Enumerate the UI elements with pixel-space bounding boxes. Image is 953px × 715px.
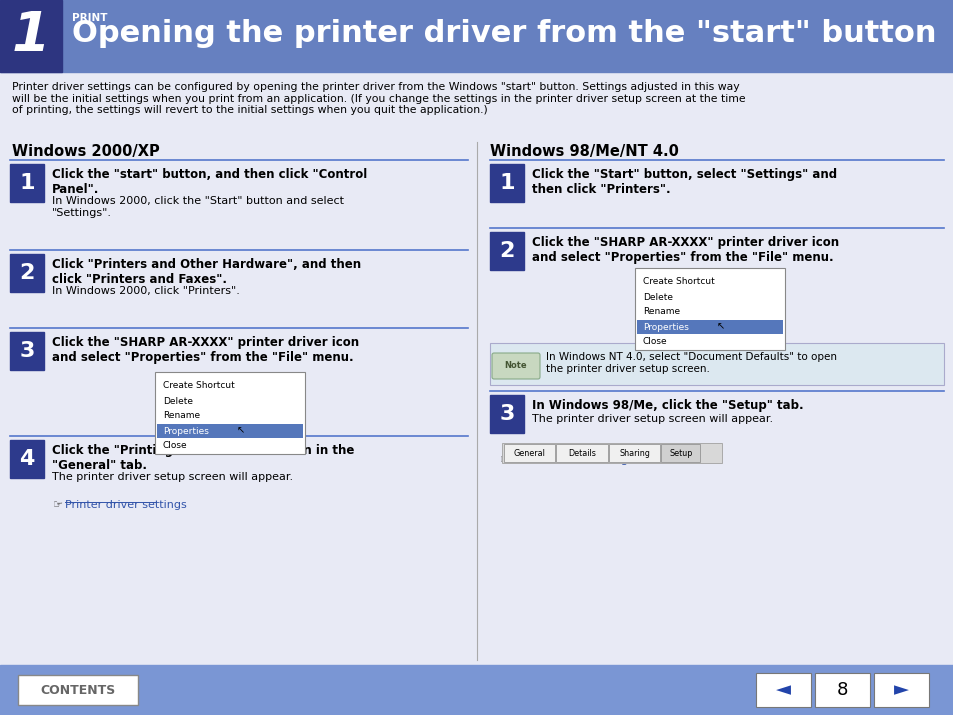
Text: ☞: ☞: [53, 500, 63, 510]
Text: Click the "SHARP AR-XXXX" printer driver icon
and select "Properties" from the ": Click the "SHARP AR-XXXX" printer driver…: [532, 236, 839, 264]
Bar: [556, 444, 607, 462]
Text: ►: ►: [893, 681, 907, 699]
Bar: [0, 0, 953, 72]
Bar: [814, 673, 869, 707]
Text: Close: Close: [642, 337, 667, 347]
Bar: [755, 673, 810, 707]
Text: Delete: Delete: [642, 292, 672, 302]
Text: Setup: Setup: [668, 448, 692, 458]
Text: The printer driver setup screen will appear.: The printer driver setup screen will app…: [52, 472, 293, 482]
Bar: [635, 268, 784, 350]
Text: General: General: [514, 448, 545, 458]
Text: Details: Details: [568, 448, 596, 458]
Text: Windows 2000/XP: Windows 2000/XP: [12, 144, 159, 159]
Text: Click the "SHARP AR-XXXX" printer driver icon
and select "Properties" from the ": Click the "SHARP AR-XXXX" printer driver…: [52, 336, 358, 364]
Text: Printer driver settings: Printer driver settings: [65, 500, 187, 510]
Text: 2: 2: [498, 241, 515, 261]
Bar: [501, 443, 721, 463]
Text: Printer driver settings can be configured by opening the printer driver from the: Printer driver settings can be configure…: [12, 82, 745, 115]
Bar: [10, 440, 44, 478]
Text: 3: 3: [498, 404, 515, 424]
Bar: [503, 444, 555, 462]
Text: 3: 3: [19, 341, 34, 361]
Text: 2: 2: [19, 263, 34, 283]
Bar: [490, 164, 523, 202]
Text: ↖: ↖: [717, 321, 724, 331]
Text: Delete: Delete: [163, 397, 193, 405]
Bar: [637, 320, 782, 334]
Bar: [608, 444, 659, 462]
Text: In Windows 2000, click "Printers".: In Windows 2000, click "Printers".: [52, 286, 239, 296]
Text: CONTENTS: CONTENTS: [40, 684, 115, 696]
Text: 1: 1: [11, 9, 51, 63]
Text: 8: 8: [836, 681, 847, 699]
Text: Properties: Properties: [163, 427, 209, 435]
Text: 4: 4: [19, 449, 34, 469]
Text: Click the "start" button, and then click "Control
Panel".: Click the "start" button, and then click…: [52, 168, 367, 196]
Text: In Windows 2000, click the "Start" button and select
"Settings".: In Windows 2000, click the "Start" butto…: [52, 196, 344, 217]
Bar: [157, 424, 303, 438]
Text: Click "Printers and Other Hardware", and then
click "Printers and Faxes".: Click "Printers and Other Hardware", and…: [52, 258, 361, 286]
Bar: [10, 332, 44, 370]
Bar: [873, 673, 928, 707]
Bar: [660, 444, 700, 462]
Text: Click the "Start" button, select "Settings" and
then click "Printers".: Click the "Start" button, select "Settin…: [532, 168, 836, 196]
Text: Close: Close: [163, 441, 188, 450]
Text: Properties: Properties: [642, 322, 688, 332]
Text: ☞: ☞: [499, 455, 510, 465]
Text: Printer driver settings: Printer driver settings: [512, 455, 633, 465]
Text: PRINT: PRINT: [71, 13, 108, 23]
Text: Create Shortcut: Create Shortcut: [642, 277, 714, 287]
Text: In Windows 98/Me, click the "Setup" tab.: In Windows 98/Me, click the "Setup" tab.: [532, 399, 802, 412]
FancyBboxPatch shape: [492, 353, 539, 379]
Text: The printer driver setup screen will appear.: The printer driver setup screen will app…: [532, 414, 772, 424]
Text: In Windows NT 4.0, select "Document Defaults" to open
the printer driver setup s: In Windows NT 4.0, select "Document Defa…: [545, 352, 836, 374]
Text: Opening the printer driver from the "start" button: Opening the printer driver from the "sta…: [71, 19, 936, 47]
Bar: [10, 164, 44, 202]
Bar: [18, 675, 138, 705]
Bar: [154, 372, 305, 454]
Text: Sharing: Sharing: [618, 448, 649, 458]
Bar: [490, 232, 523, 270]
Text: 1: 1: [498, 173, 515, 193]
Bar: [490, 395, 523, 433]
Bar: [0, 0, 62, 72]
Text: Rename: Rename: [642, 307, 679, 317]
Text: 1: 1: [19, 173, 34, 193]
Text: Rename: Rename: [163, 412, 200, 420]
Bar: [0, 665, 953, 715]
Text: Note: Note: [504, 362, 527, 370]
Bar: [490, 343, 943, 385]
Text: Create Shortcut: Create Shortcut: [163, 382, 234, 390]
Text: Windows 98/Me/NT 4.0: Windows 98/Me/NT 4.0: [490, 144, 679, 159]
Text: ↖: ↖: [236, 425, 245, 435]
Text: ◄: ◄: [775, 681, 790, 699]
Text: Click the "Printing Preferences" button in the
"General" tab.: Click the "Printing Preferences" button …: [52, 444, 354, 472]
Bar: [10, 254, 44, 292]
